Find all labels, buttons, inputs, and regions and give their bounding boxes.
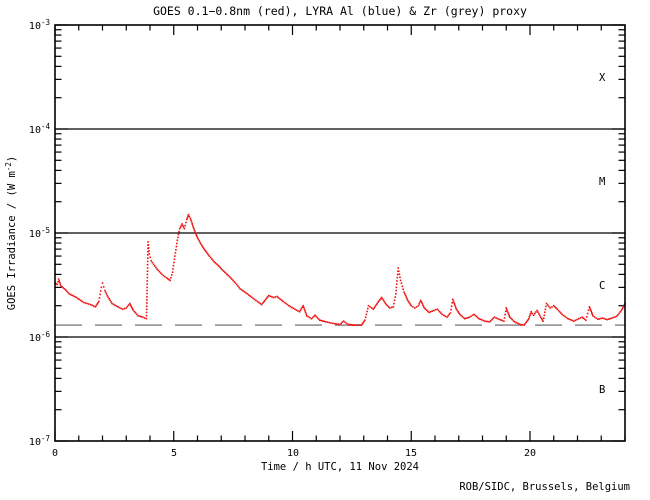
plot-border bbox=[54, 24, 626, 442]
x-tick-label: 20 bbox=[524, 448, 536, 459]
x-tick-label: 0 bbox=[52, 448, 58, 459]
y-axis-label: GOES Irradiance / (W m-2) bbox=[4, 156, 18, 310]
flare-class-label-b: B bbox=[599, 384, 605, 396]
x-axis-label: Time / h UTC, 11 Nov 2024 bbox=[261, 461, 419, 473]
y-tick-label: 10-3 bbox=[29, 18, 50, 32]
credit-text: ROB/SIDC, Brussels, Belgium bbox=[459, 481, 630, 493]
flare-class-label-c: C bbox=[599, 280, 605, 292]
flare-class-label-x: X bbox=[599, 72, 606, 84]
chart-title: GOES 0.1−0.8nm (red), LYRA Al (blue) & Z… bbox=[153, 4, 527, 18]
x-tick-label: 5 bbox=[171, 448, 177, 459]
y-tick-label: 10-4 bbox=[29, 122, 51, 136]
y-tick-label: 10-5 bbox=[29, 226, 50, 240]
x-tick-label: 10 bbox=[287, 448, 299, 459]
flare-class-label-m: M bbox=[599, 176, 605, 188]
y-tick-label: 10-6 bbox=[29, 330, 51, 344]
x-tick-label: 15 bbox=[405, 448, 417, 459]
y-tick-label: 10-7 bbox=[29, 434, 50, 448]
flare-class-boundary-lines bbox=[55, 128, 625, 338]
goes-flux-curve bbox=[54, 213, 626, 326]
